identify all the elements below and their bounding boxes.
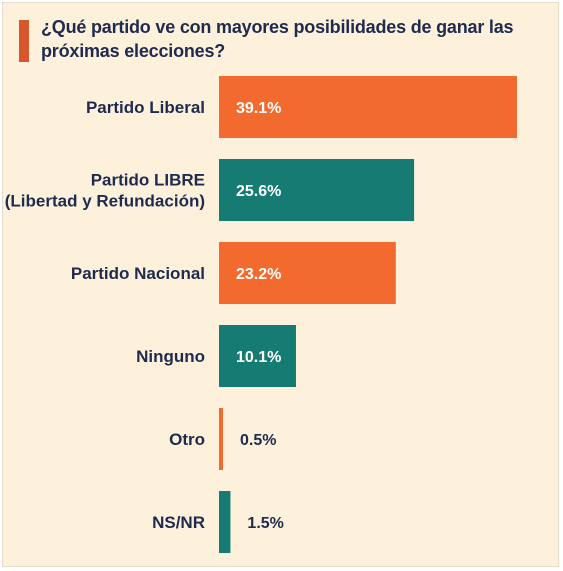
value-label-2: 23.2%: [236, 266, 281, 283]
value-label-1: 25.6%: [236, 183, 281, 200]
value-label-3: 10.1%: [236, 349, 281, 366]
bar-4: [219, 408, 223, 470]
category-label-3: Ninguno: [136, 347, 205, 366]
bar-0: [219, 76, 517, 138]
value-label-5: 1.5%: [247, 515, 283, 532]
category-label-0: Partido Liberal: [86, 98, 205, 117]
category-label-1-line-0: Partido LIBRE: [91, 171, 205, 190]
value-label-4: 0.5%: [240, 432, 276, 449]
category-label-1-line-1: (Libertad y Refundación): [5, 192, 205, 211]
bar-2: [219, 242, 396, 304]
value-label-0: 39.1%: [236, 100, 281, 117]
bar-1: [219, 159, 415, 221]
title-accent-bar: [19, 20, 29, 62]
bar-5: [219, 491, 231, 553]
category-label-4: Otro: [169, 430, 205, 449]
category-label-2: Partido Nacional: [71, 264, 205, 283]
chart-title: ¿Qué partido ve con mayores posibilidade…: [41, 17, 514, 61]
bar-3: [219, 325, 296, 387]
category-label-5: NS/NR: [152, 513, 205, 532]
